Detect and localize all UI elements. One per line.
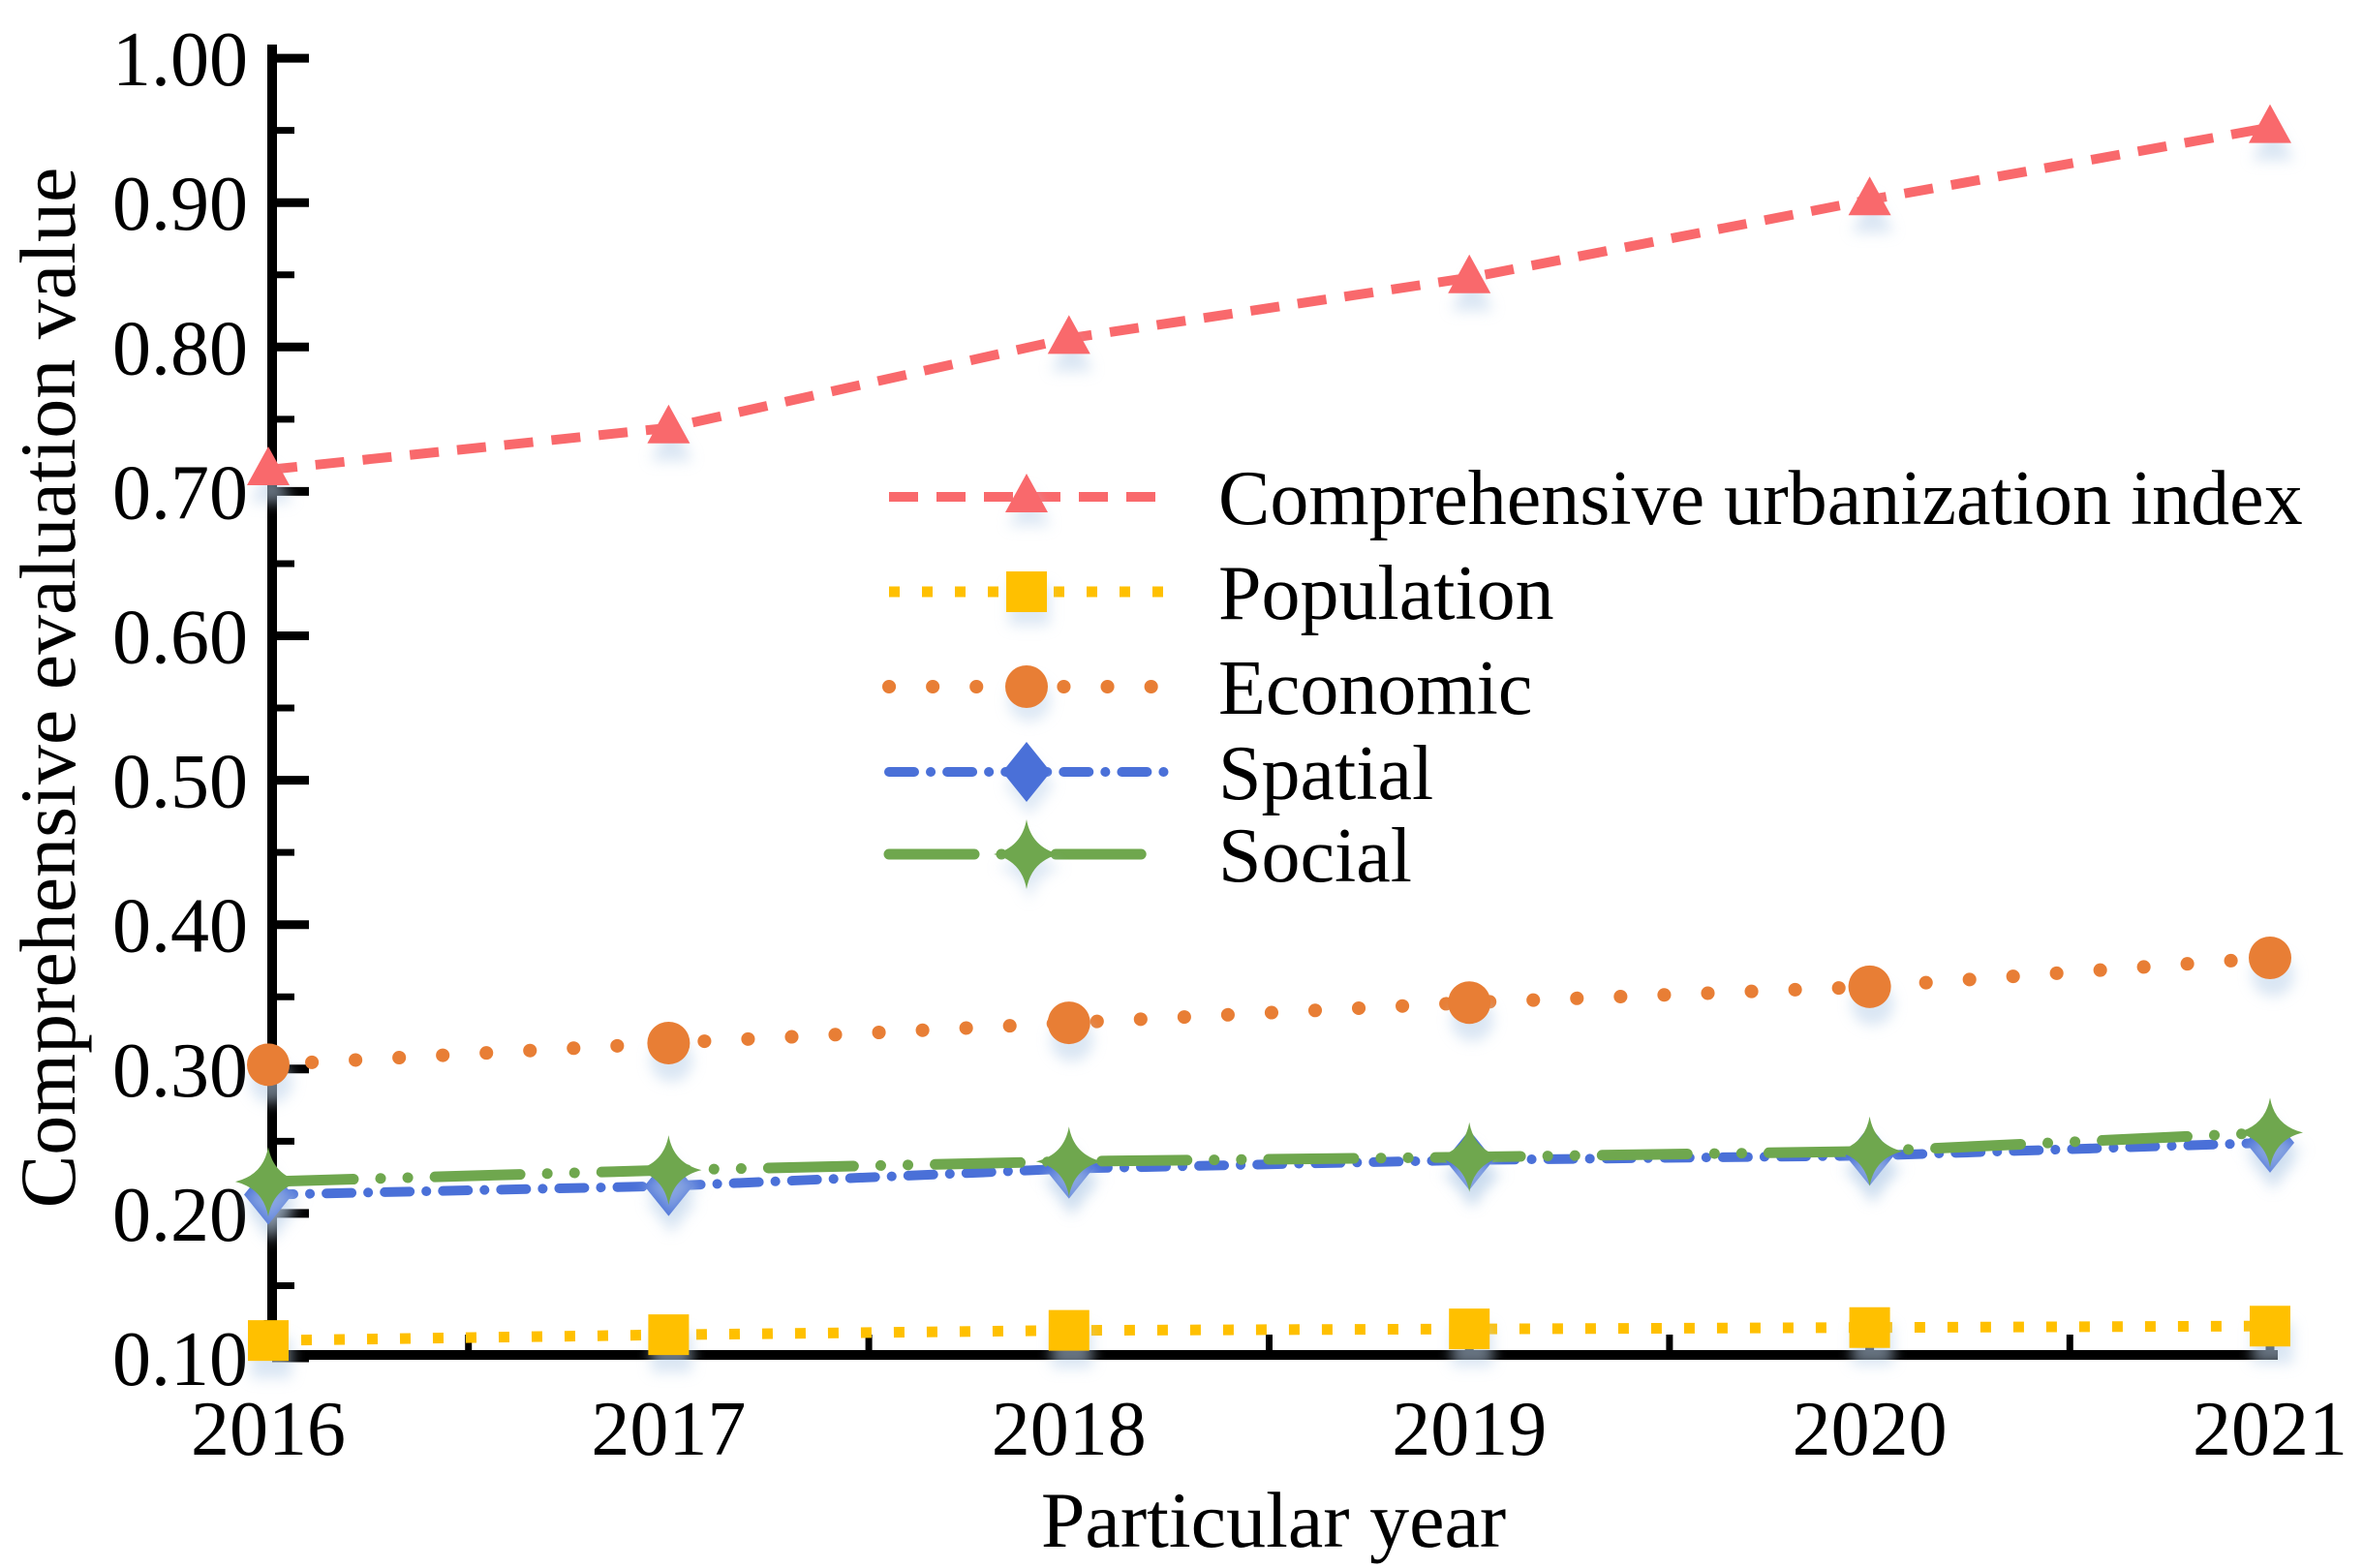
- marker-social-2021: [2237, 1097, 2303, 1168]
- marker-social-2016: [235, 1147, 301, 1217]
- marker-population-2017: [648, 1314, 690, 1356]
- marker-economic-2018: [1047, 1001, 1090, 1045]
- legend-label-spatial: Spatial: [1218, 731, 1433, 816]
- x-tick-label: 2016: [191, 1387, 346, 1472]
- legend-marker-spatial: [1002, 742, 1051, 802]
- x-tick-label: 2020: [1793, 1387, 1948, 1472]
- legend: Comprehensive urbanization index Populati…: [882, 456, 2303, 903]
- marker-comprehensive-urbanization-index-2019: [1448, 254, 1491, 293]
- y-tick-label: 0.20: [112, 1173, 248, 1258]
- x-tick-label: 2018: [992, 1387, 1147, 1472]
- legend-marker-social: [994, 819, 1059, 889]
- legend-label-comprehensive-urbanization-index: Comprehensive urbanization index: [1218, 456, 2303, 541]
- marker-comprehensive-urbanization-index-2017: [647, 404, 690, 444]
- marker-economic-2017: [647, 1021, 690, 1064]
- y-tick-label: 0.80: [112, 306, 248, 391]
- series-markers: [235, 104, 2306, 1379]
- marker-comprehensive-urbanization-index-2020: [1848, 176, 1891, 216]
- marker-population-2019: [1449, 1308, 1490, 1350]
- series-line-comprehensive-urbanization-index: [267, 122, 2271, 476]
- y-tick-label: 0.10: [112, 1317, 248, 1402]
- marker-comprehensive-urbanization-index-2018: [1047, 315, 1090, 354]
- marker-population-2021: [2250, 1306, 2290, 1347]
- y-tick-label: 0.50: [112, 740, 248, 825]
- marker-population-2018: [1048, 1309, 1089, 1351]
- series-line-social: [262, 1126, 2276, 1187]
- marker-population-2016: [248, 1320, 289, 1362]
- legend-marker-comprehensive-urbanization-index: [1005, 474, 1048, 512]
- marker-comprehensive-urbanization-index-2021: [2249, 104, 2291, 143]
- series-line-population: [267, 1320, 2271, 1346]
- y-tick-label: 0.60: [112, 596, 248, 681]
- marker-economic-2019: [1448, 981, 1491, 1025]
- marker-social-2020: [1836, 1116, 1903, 1186]
- marker-social-2019: [1436, 1122, 1503, 1192]
- marker-population-2020: [1849, 1307, 1890, 1348]
- series-lines: [261, 122, 2277, 1346]
- y-tick-label: 0.30: [112, 1029, 248, 1114]
- y-tick-label: 0.40: [112, 884, 248, 969]
- x-tick-label: 2021: [2193, 1387, 2348, 1472]
- marker-economic-2021: [2249, 936, 2291, 979]
- x-tick-label: 2017: [591, 1387, 746, 1472]
- marker-social-2018: [1035, 1126, 1102, 1197]
- legend-marker-economic: [1005, 665, 1048, 708]
- x-tick-label: 2019: [1392, 1387, 1547, 1472]
- legend-marker-population: [1006, 571, 1047, 612]
- marker-economic-2020: [1848, 965, 1891, 1008]
- legend-label-economic: Economic: [1218, 646, 1532, 731]
- marker-economic-2016: [247, 1043, 290, 1087]
- y-tick-label: 0.90: [112, 162, 248, 247]
- axes: 0.10 0.20 0.30 0.40 0.50 0.60 0.70 0.80 0.90 1.00…: [112, 17, 2348, 1472]
- legend-label-social: Social: [1218, 814, 1412, 899]
- series-line-economic: [261, 950, 2277, 1072]
- marker-social-2017: [635, 1135, 702, 1206]
- legend-label-population: Population: [1218, 551, 1554, 636]
- y-tick-label: 1.00: [112, 17, 248, 103]
- y-axis-title: Comprehensive evaluation value: [4, 167, 92, 1209]
- y-tick-label: 0.70: [112, 450, 248, 536]
- x-axis-title: Particular year: [1040, 1476, 1507, 1564]
- marker-comprehensive-urbanization-index-2016: [247, 446, 290, 486]
